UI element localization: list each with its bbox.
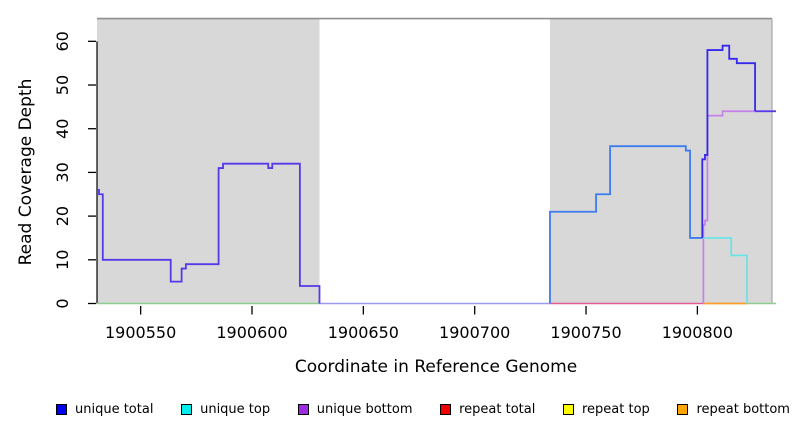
legend-label: unique total <box>75 401 154 417</box>
legend-swatch-icon <box>440 403 452 415</box>
x-tick-label: 1900700 <box>439 323 510 342</box>
legend-item: repeat bottom <box>677 403 790 416</box>
y-tick-label: 0 <box>53 298 72 308</box>
legend: unique total unique top unique bottom re… <box>56 398 790 420</box>
y-tick-label: 60 <box>53 31 72 51</box>
legend-swatch-icon <box>563 403 574 415</box>
legend-swatch-icon <box>56 403 67 415</box>
y-tick-label: 10 <box>53 250 72 270</box>
x-tick-label: 1900800 <box>662 323 733 342</box>
x-tick-label: 1900550 <box>105 323 176 342</box>
legend-item: unique total <box>56 403 153 416</box>
legend-swatch-icon <box>297 403 309 415</box>
x-tick-label: 1900650 <box>328 323 399 342</box>
x-tick-label: 1900750 <box>550 323 621 342</box>
legend-label: repeat top <box>582 401 650 417</box>
y-tick-label: 30 <box>53 162 72 182</box>
axes: 0 10 20 30 40 50 60 1900550 1900600 1900650 190070… <box>53 31 733 342</box>
series-line-unique-left-violet <box>97 162 321 304</box>
coverage-lines <box>97 44 776 305</box>
shaded-region <box>97 18 320 304</box>
y-tick-label: 50 <box>53 75 72 95</box>
shaded-regions <box>97 18 772 304</box>
series-line-unique-total-peak <box>701 44 756 238</box>
y-tick-label: 40 <box>53 119 72 139</box>
y-axis-label: Read Coverage Depth <box>16 79 36 266</box>
shaded-region <box>549 18 772 304</box>
legend-item: repeat top <box>563 403 650 416</box>
legend-label: unique bottom <box>316 401 413 417</box>
legend-label: repeat total <box>459 401 536 417</box>
legend-label: repeat bottom <box>696 401 790 417</box>
series-line-unique-total-right-blue <box>549 145 703 304</box>
legend-item: repeat total <box>440 403 535 416</box>
y-tick-label: 20 <box>53 206 72 226</box>
legend-label: unique top <box>200 401 271 417</box>
series-line-unique-bottom-rise <box>702 110 776 304</box>
legend-swatch-icon <box>181 403 193 415</box>
legend-item: unique bottom <box>297 401 413 417</box>
x-tick-label: 1900600 <box>216 323 287 342</box>
legend-item: unique top <box>181 403 270 416</box>
series-line-unique-top-visible <box>702 237 748 304</box>
plot-frame <box>97 17 773 304</box>
x-axis-label: Coordinate in Reference Genome <box>295 357 577 377</box>
legend-swatch-icon <box>677 403 689 415</box>
